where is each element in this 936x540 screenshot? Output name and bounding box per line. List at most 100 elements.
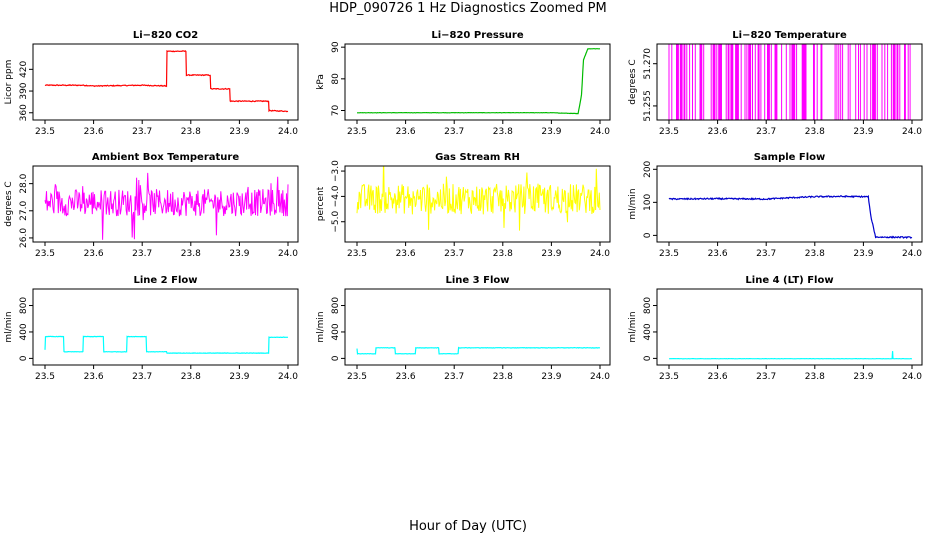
rh-y-axis-label: percent	[316, 186, 326, 221]
line2-data	[44, 335, 289, 354]
line2-y-tick-label: 800	[19, 297, 29, 314]
pressure-x-tick-label: 23.5	[347, 127, 367, 137]
line2-x-tick-label: 23.8	[181, 372, 201, 382]
rh-series-line	[356, 166, 601, 231]
line2-y-tick-label: 400	[19, 323, 29, 340]
pressure-x-tick-label: 23.9	[541, 127, 561, 137]
pressure-x-tick-label: 24.0	[590, 127, 610, 137]
panel-sample-flow: Sample Flow 23.5 23.6 23.7 23.8 23.9 24.0 0 100 2…	[628, 152, 923, 259]
line4-x-tick-label: 23.7	[756, 372, 776, 382]
line3-plot-frame	[344, 288, 611, 366]
line3-data	[356, 346, 600, 355]
sample-flow-y-axis-label: ml/min	[628, 188, 638, 219]
figure-title: HDP_090726 1 Hz Diagnostics Zoomed PM	[329, 1, 607, 16]
pressure-x-tick-label: 23.8	[493, 127, 513, 137]
licor-temp-y-tick-label: 51.270	[643, 48, 653, 80]
panel-rh: Gas Stream RH 23.5 23.6 23.7 23.8 23.9 24.0 −5.…	[316, 152, 611, 259]
line2-x-tick-label: 23.5	[35, 372, 55, 382]
line3-x-tick-label: 23.8	[493, 372, 513, 382]
pressure-x-tick-label: 23.6	[396, 127, 416, 137]
line4-data	[668, 351, 913, 360]
licor-temp-x-tick-label: 23.9	[853, 127, 873, 137]
co2-y-axis-label: Licor ppm	[4, 60, 14, 105]
co2-x-tick-label: 23.8	[181, 127, 201, 137]
line3-x-tick-label: 23.7	[444, 372, 464, 382]
co2-series-line-0	[44, 49, 289, 113]
panel-co2: Li−820 CO2 23.5 23.6 23.7 23.8 23.9 24.0 360 390…	[4, 30, 299, 137]
x-axis-label: Hour of Day (UTC)	[409, 519, 527, 534]
co2-title: Li−820 CO2	[133, 30, 198, 41]
sample-flow-title: Sample Flow	[754, 152, 826, 163]
pressure-y-tick-label: 80	[331, 73, 341, 85]
rh-x-tick-label: 23.5	[347, 249, 367, 259]
line3-y-tick-label: 800	[331, 297, 341, 314]
line4-x-tick-label: 24.0	[902, 372, 922, 382]
licor-temp-data	[668, 44, 912, 120]
box-temp-y-tick-label: 27.0	[19, 200, 29, 220]
rh-x-tick-label: 23.9	[541, 249, 561, 259]
box-temp-x-tick-label: 23.7	[132, 249, 152, 259]
panel-box-temp: Ambient Box Temperature 23.5 23.6 23.7 23.8 2…	[4, 152, 299, 259]
line4-plot-frame	[656, 288, 923, 366]
box-temp-y-tick-label: 28.0	[19, 173, 29, 193]
sample-flow-x-tick-label: 23.9	[853, 249, 873, 259]
co2-x-tick-label: 23.6	[84, 127, 104, 137]
rh-x-tick-label: 23.7	[444, 249, 464, 259]
pressure-series-line-0	[357, 48, 600, 115]
licor-temp-x-tick-label: 23.8	[805, 127, 825, 137]
pressure-data	[357, 48, 600, 115]
line4-x-tick-label: 23.9	[853, 372, 873, 382]
rh-x-tick-label: 23.8	[493, 249, 513, 259]
sample-flow-data	[668, 194, 913, 240]
box-temp-x-tick-label: 23.9	[229, 249, 249, 259]
rh-x-tick-label: 23.6	[396, 249, 416, 259]
box-temp-series-line	[44, 172, 289, 240]
line3-x-tick-label: 23.9	[541, 372, 561, 382]
line3-y-tick-label: 0	[331, 355, 341, 361]
line3-y-axis-label: ml/min	[316, 311, 326, 342]
rh-data	[356, 166, 601, 231]
sample-flow-x-tick-label: 23.7	[756, 249, 776, 259]
box-temp-y-axis-label: degrees C	[4, 181, 14, 226]
line3-x-tick-label: 23.6	[396, 372, 416, 382]
licor-temp-x-tick-label: 24.0	[902, 127, 922, 137]
box-temp-plot-frame	[32, 165, 299, 243]
line2-series-line-0	[44, 335, 289, 354]
co2-x-tick-label: 23.5	[35, 127, 55, 137]
pressure-x-tick-label: 23.7	[444, 127, 464, 137]
box-temp-title: Ambient Box Temperature	[92, 152, 239, 163]
co2-x-tick-label: 23.7	[132, 127, 152, 137]
pressure-y-axis-label: kPa	[316, 74, 326, 90]
line4-series-line-0	[668, 351, 913, 360]
panel-licor-temp: Li−820 Temperature 23.5 23.6 23.7 23.8 23.9 24…	[628, 30, 923, 137]
licor-temp-y-axis-label: degrees C	[628, 59, 638, 104]
box-temp-x-tick-label: 24.0	[278, 249, 298, 259]
sample-flow-series-line-0	[668, 194, 913, 240]
line2-x-tick-label: 23.6	[84, 372, 104, 382]
sample-flow-x-tick-label: 23.5	[659, 249, 679, 259]
box-temp-x-tick-label: 23.8	[181, 249, 201, 259]
licor-temp-x-tick-label: 23.7	[756, 127, 776, 137]
pressure-title: Li−820 Pressure	[431, 30, 524, 41]
rh-plot-frame	[344, 165, 611, 243]
rh-title: Gas Stream RH	[435, 152, 520, 163]
line4-y-axis-label: ml/min	[628, 311, 638, 342]
line2-y-axis-label: ml/min	[4, 311, 14, 342]
line2-title: Line 2 Flow	[134, 275, 198, 286]
line3-series-line-0	[356, 346, 600, 355]
box-temp-x-tick-label: 23.6	[84, 249, 104, 259]
licor-temp-x-tick-label: 23.6	[708, 127, 728, 137]
sample-flow-plot-frame	[656, 165, 923, 243]
sample-flow-x-tick-label: 24.0	[902, 249, 922, 259]
sample-flow-y-tick-label: 100	[643, 193, 653, 210]
line4-x-tick-label: 23.8	[805, 372, 825, 382]
panel-pressure: Li−820 Pressure 23.5 23.6 23.7 23.8 23.9 24.0 7…	[316, 30, 611, 137]
box-temp-data	[44, 172, 289, 240]
co2-x-tick-label: 23.9	[229, 127, 249, 137]
licor-temp-x-tick-label: 23.5	[659, 127, 679, 137]
line3-title: Line 3 Flow	[446, 275, 510, 286]
rh-y-tick-label: −4.0	[331, 185, 341, 207]
co2-y-tick-label: 390	[19, 82, 29, 99]
panel-line4: Line 4 (LT) Flow 23.5 23.6 23.7 23.8 23.9 24.0…	[628, 275, 923, 382]
